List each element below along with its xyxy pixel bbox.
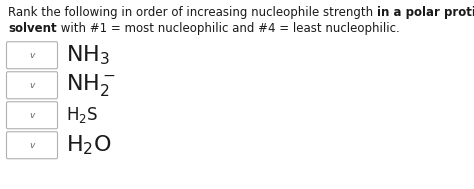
Text: $\mathregular{H_2O}$: $\mathregular{H_2O}$ [66, 133, 112, 157]
Text: $\mathregular{NH_3}$: $\mathregular{NH_3}$ [66, 43, 110, 67]
FancyBboxPatch shape [7, 72, 57, 99]
Text: $\mathregular{H_2S}$: $\mathregular{H_2S}$ [66, 105, 98, 125]
Text: solvent: solvent [8, 22, 56, 35]
Text: v: v [29, 111, 35, 120]
Text: with #1 = most nucleophilic and #4 = least nucleophilic.: with #1 = most nucleophilic and #4 = lea… [56, 22, 400, 35]
Text: $\mathregular{NH_2^-}$: $\mathregular{NH_2^-}$ [66, 72, 116, 98]
Text: v: v [29, 141, 35, 150]
Text: in a polar protic: in a polar protic [377, 6, 474, 19]
FancyBboxPatch shape [7, 42, 57, 69]
Text: v: v [29, 51, 35, 60]
FancyBboxPatch shape [7, 102, 57, 129]
Text: Rank the following in order of increasing nucleophile strength: Rank the following in order of increasin… [8, 6, 377, 19]
FancyBboxPatch shape [7, 132, 57, 159]
Text: v: v [29, 81, 35, 90]
